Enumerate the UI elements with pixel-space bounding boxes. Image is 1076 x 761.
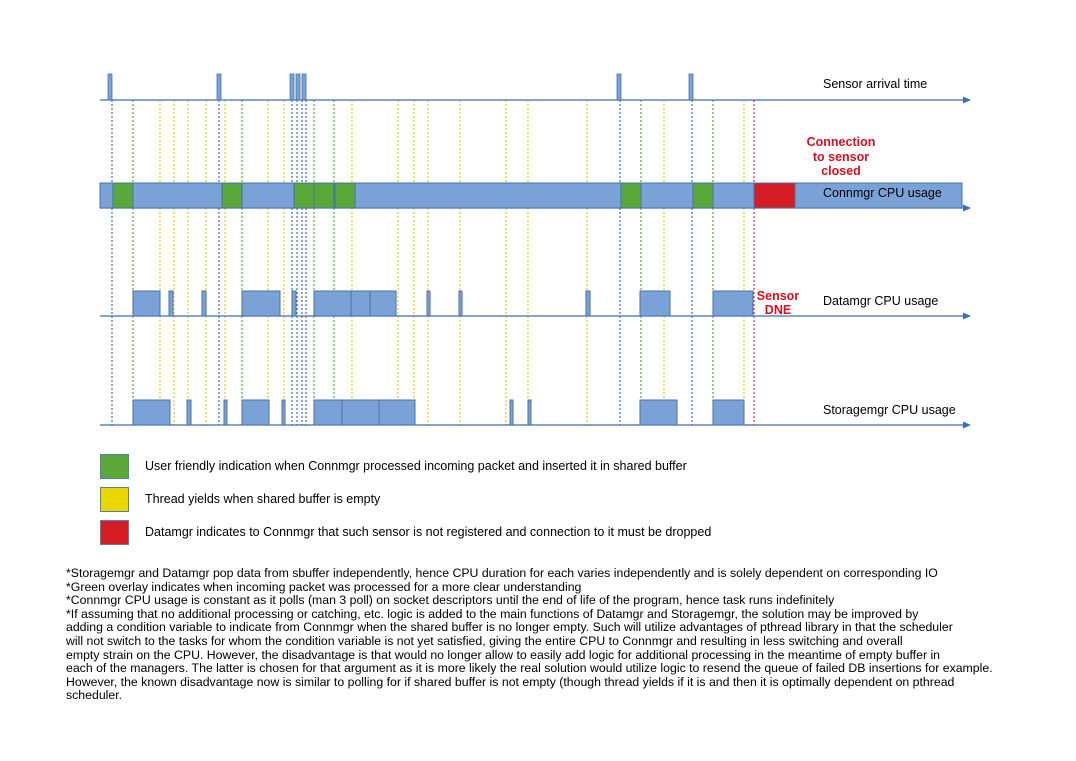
red-swatch: [100, 519, 129, 545]
storagemgr-cpu-bar: [639, 399, 678, 426]
storagemgr-cpu-bar: [313, 399, 343, 426]
sensor-arrival-tick: [295, 73, 301, 101]
connmgr-processed-overlay: [313, 182, 335, 209]
storagemgr-cpu-bar: [509, 399, 514, 426]
connmgr-processed-overlay: [334, 182, 356, 209]
sensor-arrival-tick: [301, 73, 307, 101]
connmgr-processed-overlay: [620, 182, 642, 209]
legend-text-green: User friendly indication when Connmgr pr…: [145, 459, 687, 473]
note-line: *Green overlay indicates when incoming p…: [66, 579, 582, 594]
green-swatch: [100, 453, 129, 479]
datamgr-cpu-bar: [369, 290, 397, 317]
sensor-arrival-tick: [216, 73, 222, 101]
connection-closed-line3: closed: [821, 164, 861, 178]
datamgr-cpu-bar: [241, 290, 281, 317]
storagemgr-cpu-bar: [132, 399, 171, 426]
storagemgr-cpu-bar: [241, 399, 270, 426]
storagemgr-cpu-bar: [527, 399, 532, 426]
datamgr-cpu-bar: [313, 290, 352, 317]
note-line: each of the managers. The latter is chos…: [66, 661, 993, 676]
storagemgr-label: Storagemgr CPU usage: [823, 403, 956, 417]
datamgr-cpu-bar: [458, 290, 463, 317]
connmgr-processed-overlay: [692, 182, 714, 209]
datamgr-cpu-bar: [712, 290, 754, 317]
connection-closed-line1: Connection: [807, 135, 876, 149]
storagemgr-cpu-bar: [341, 399, 380, 426]
connmgr-closed-overlay: [753, 182, 796, 209]
note-line: *If assuming that no additional processi…: [66, 606, 919, 621]
datamgr-label: Datamgr CPU usage: [823, 294, 938, 308]
connmgr-cpu-bar: [99, 182, 963, 209]
sensor-arrival-tick: [688, 73, 694, 101]
cpu-usage-bars: [99, 73, 963, 426]
legend-item-green: User friendly indication when Connmgr pr…: [100, 452, 687, 480]
storagemgr-cpu-bar: [223, 399, 228, 426]
sensor-arrival-tick: [616, 73, 622, 101]
datamgr-cpu-bar: [350, 290, 371, 317]
connmgr-processed-overlay: [293, 182, 315, 209]
timeline-markers: [111, 100, 755, 425]
note-line: *Connmgr CPU usage is constant as it pol…: [66, 593, 835, 608]
datamgr-cpu-bar: [201, 290, 207, 317]
connmgr-label: Connmgr CPU usage: [823, 186, 942, 200]
datamgr-cpu-bar: [639, 290, 671, 317]
connmgr-processed-overlay: [112, 182, 134, 209]
yellow-swatch: [100, 486, 129, 512]
axis-arrowhead: [963, 204, 971, 212]
note-line: *Storagemgr and Datamgr pop data from sb…: [66, 566, 938, 580]
note-line: However, the known disadvantage now is s…: [66, 674, 955, 689]
datamgr-cpu-bar: [585, 290, 591, 317]
sensor-arrival-label: Sensor arrival time: [823, 77, 927, 91]
note-line: empty strain on the CPU. However, the di…: [66, 647, 941, 662]
datamgr-cpu-bar: [426, 290, 431, 317]
storagemgr-cpu-bar: [378, 399, 416, 426]
sensor-arrival-tick: [289, 73, 295, 101]
axis-arrowhead: [963, 96, 971, 104]
storagemgr-cpu-bar: [281, 399, 286, 426]
notes-block: *Storagemgr and Datamgr pop data from sb…: [66, 566, 1056, 703]
legend-item-red: Datamgr indicates to Connmgr that such s…: [100, 518, 711, 546]
connmgr-processed-overlay: [221, 182, 243, 209]
note-line: scheduler.: [66, 688, 123, 703]
storagemgr-cpu-bar: [712, 399, 745, 426]
sensor-dne-line1: Sensor: [757, 289, 800, 303]
timeline-diagram: Sensor arrival time Connmgr CPU usage Da…: [99, 73, 971, 429]
legend-item-yellow: Thread yields when shared buffer is empt…: [100, 485, 380, 513]
connection-closed-line2: to sensor: [813, 150, 869, 164]
sensor-arrival-tick: [107, 73, 113, 101]
datamgr-cpu-bar: [168, 290, 174, 317]
datamgr-cpu-bar: [132, 290, 161, 317]
legend-text-yellow: Thread yields when shared buffer is empt…: [145, 492, 381, 506]
datamgr-cpu-bar: [291, 290, 297, 317]
note-line: adding a condition variable to indicate …: [66, 620, 953, 635]
legend-text-red: Datamgr indicates to Connmgr that such s…: [145, 525, 712, 539]
axis-arrowhead: [963, 421, 971, 429]
storagemgr-cpu-bar: [186, 399, 192, 426]
sensor-dne-line2: DNE: [765, 303, 791, 317]
axis-arrowhead: [963, 312, 971, 320]
note-line: will not switch to the tasks for whom th…: [66, 633, 903, 648]
